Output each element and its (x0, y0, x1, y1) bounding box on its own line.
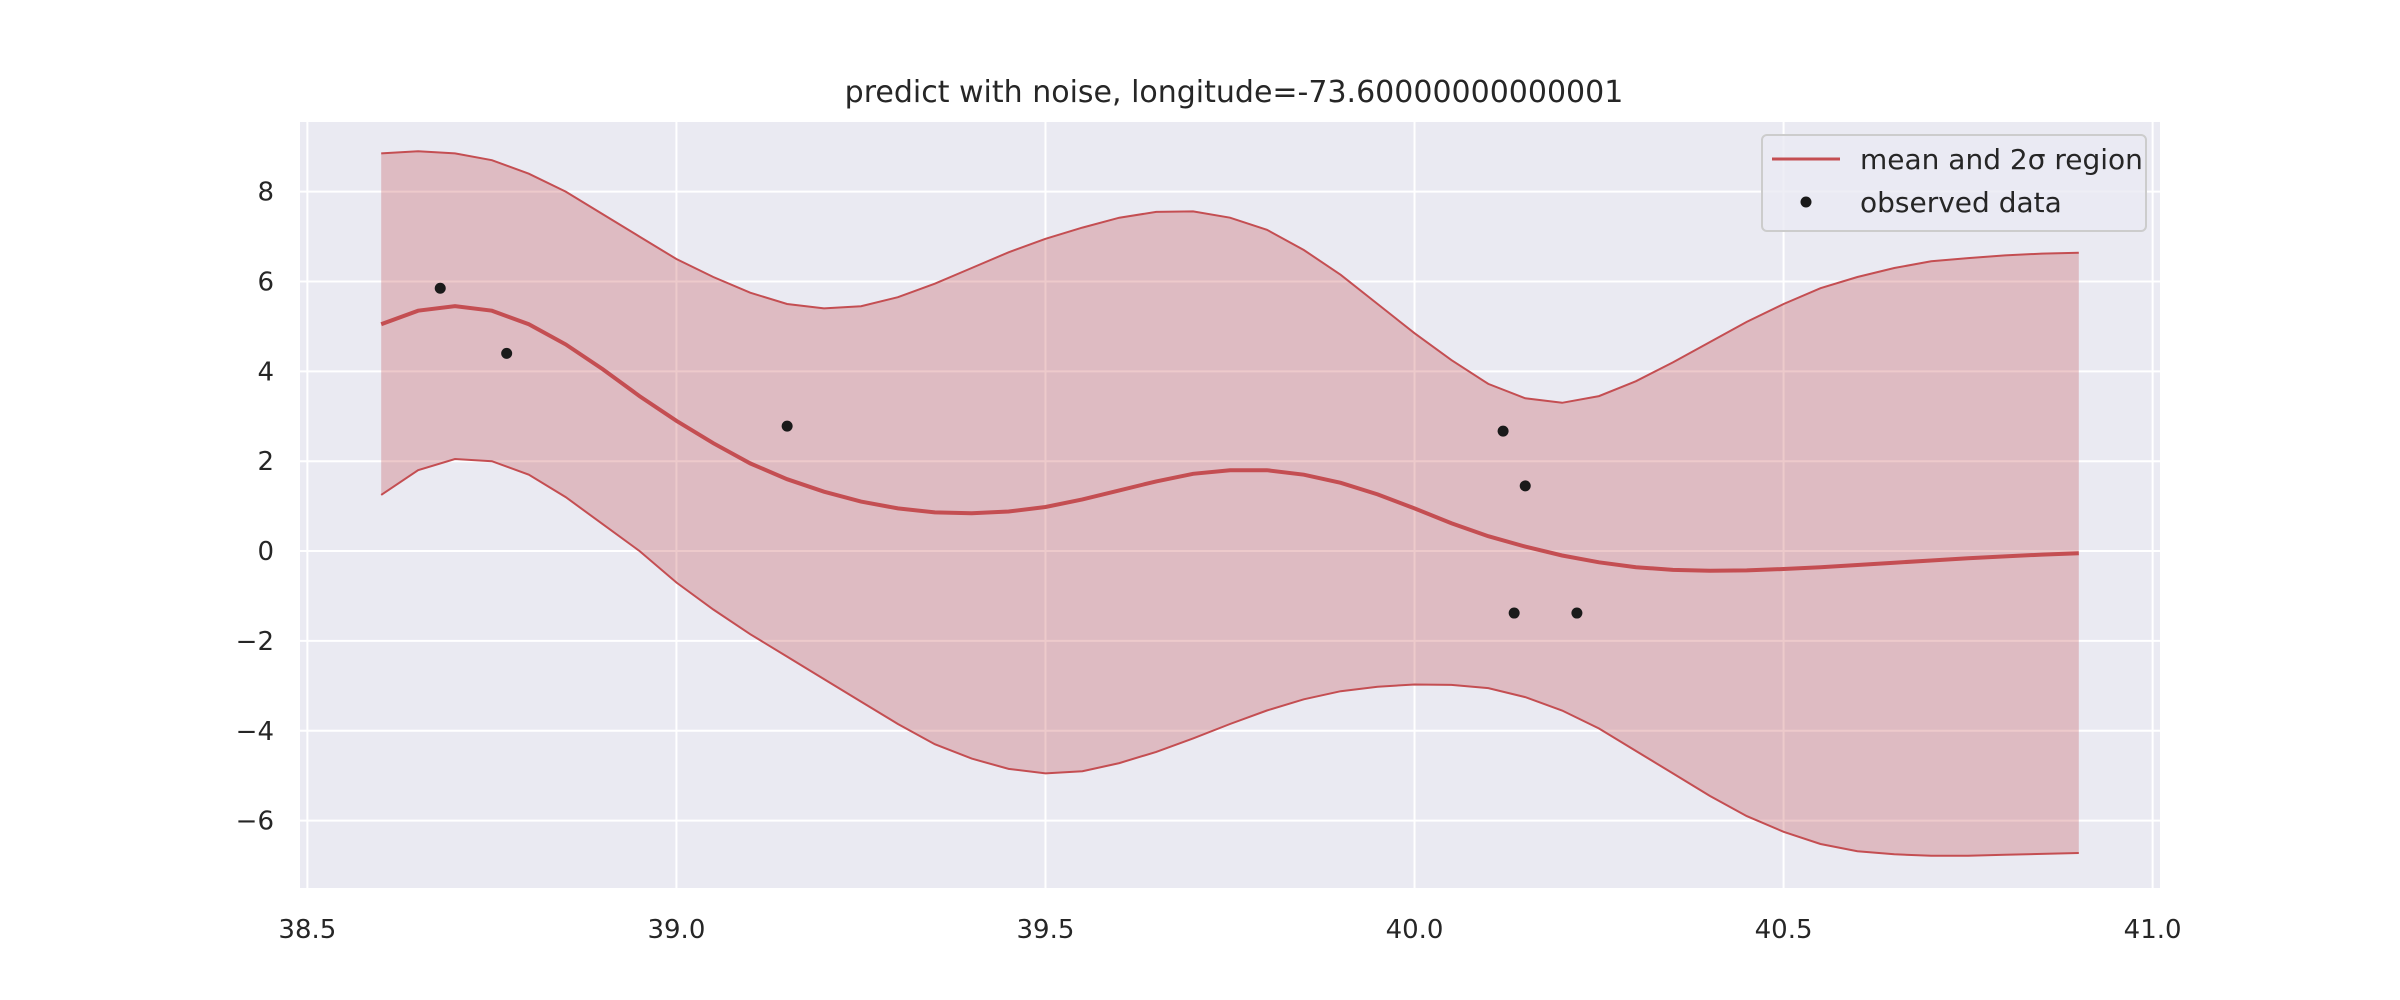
observed-data-point (781, 420, 793, 432)
y-tick-label: −4 (236, 717, 274, 747)
x-tick-label: 39.0 (647, 915, 705, 945)
observed-data-point (1508, 607, 1520, 619)
legend: mean and 2σ region observed data (1761, 134, 2147, 232)
x-axis-ticks: 38.5 39.0 39.5 40.0 40.5 41.0 (278, 915, 2181, 945)
x-tick-label: 41.0 (2124, 915, 2182, 945)
upper-bound-line (381, 150, 2079, 404)
observed-data-point (1497, 425, 1509, 437)
band-fill (381, 151, 2079, 856)
x-tick-label: 39.5 (1017, 915, 1075, 945)
y-tick-label: 8 (257, 178, 274, 208)
x-tick-label: 40.0 (1386, 915, 1444, 945)
observed-data-point (1519, 480, 1531, 492)
y-tick-label: 4 (257, 357, 274, 387)
plot-area (300, 122, 2160, 888)
y-tick-label: 6 (257, 267, 274, 297)
legend-point-swatch (1800, 196, 1812, 208)
x-tick-label: 38.5 (278, 915, 336, 945)
series-lines (380, 150, 2079, 857)
observed-data-point (434, 282, 446, 294)
y-tick-label: 2 (257, 447, 274, 477)
y-axis-ticks: −6 −4 −2 0 2 4 6 8 (236, 178, 274, 837)
observed-points (434, 282, 1583, 619)
legend-frame (1761, 134, 2147, 232)
chart-title: predict with noise, longitude=-73.600000… (845, 75, 1624, 110)
observed-data-point (501, 347, 513, 359)
lower-bound-line (380, 457, 2079, 857)
mean-line (380, 304, 2079, 573)
x-tick-label: 40.5 (1755, 915, 1813, 945)
observed-data-point (1571, 607, 1583, 619)
y-tick-label: 0 (257, 537, 274, 567)
confidence-band (381, 151, 2079, 856)
y-tick-label: −2 (236, 627, 274, 657)
legend-label-mean: mean and 2σ region (1860, 143, 2143, 176)
legend-label-observed: observed data (1860, 186, 2062, 219)
y-tick-label: −6 (236, 807, 274, 837)
grid-lines (300, 122, 2160, 888)
